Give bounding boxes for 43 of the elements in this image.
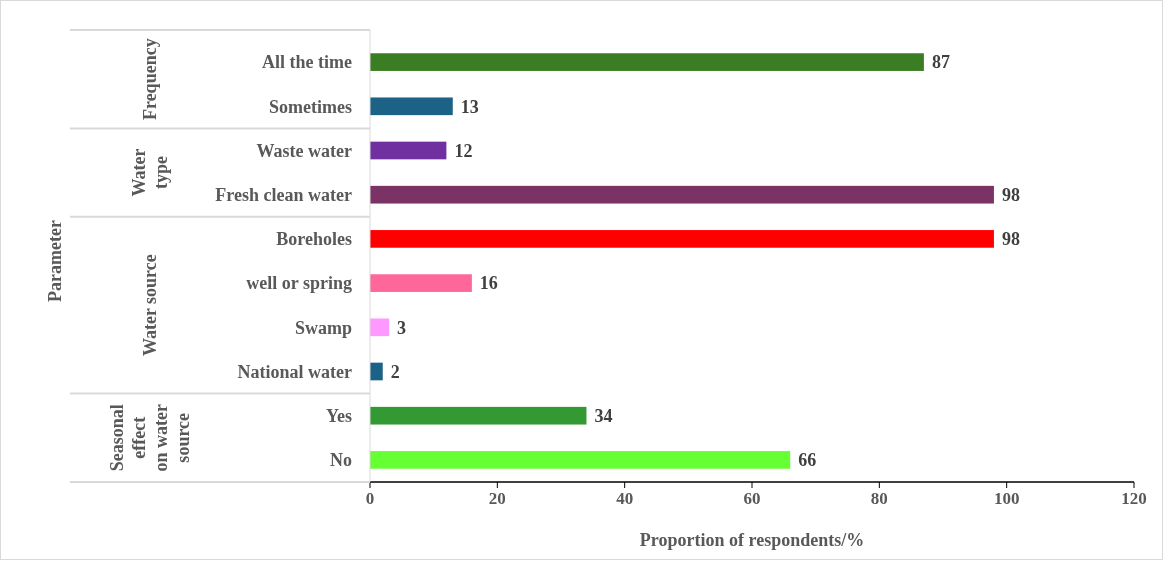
- bar: [370, 451, 791, 469]
- bar: [370, 406, 587, 425]
- y-tick-label: Yes: [326, 406, 352, 426]
- text: Water source: [140, 254, 161, 357]
- bar: [370, 230, 994, 248]
- text: Water type: [129, 148, 172, 197]
- x-tick-label: 0: [365, 489, 375, 508]
- bar: [370, 53, 924, 71]
- bar: [370, 362, 383, 381]
- data-label: 66: [798, 450, 817, 471]
- x-axis-title: Proportion of respondents/%: [639, 530, 865, 550]
- bar: [370, 141, 447, 160]
- data-label: 98: [1001, 229, 1020, 250]
- y-tick-label: well or spring: [246, 273, 352, 294]
- y-tick-label: Sometimes: [269, 96, 352, 117]
- data-label: 34: [594, 406, 613, 426]
- y-tick-label: Waste water: [256, 140, 353, 161]
- data-label: 98: [1001, 185, 1020, 205]
- x-tick-label: 80: [870, 489, 888, 508]
- x-tick-label: 20: [488, 489, 506, 508]
- y-tick-label: Boreholes: [276, 229, 352, 250]
- x-tick-label: 100: [993, 489, 1020, 508]
- data-label: 2: [390, 361, 400, 382]
- y-tick-label: Swamp: [294, 317, 352, 338]
- text: Frequency: [140, 38, 161, 121]
- y-tick-label: All the time: [262, 52, 352, 73]
- bar: [370, 274, 472, 292]
- data-label: 16: [479, 273, 498, 294]
- x-tick-label: 60: [743, 489, 761, 508]
- data-label: 3: [397, 317, 407, 338]
- bar: [370, 97, 453, 116]
- text: Parameter: [45, 220, 66, 302]
- data-label: 12: [454, 140, 473, 161]
- data-label: 87: [931, 52, 950, 73]
- y-tick-label: National water: [237, 361, 352, 382]
- data-label: 13: [460, 96, 479, 117]
- y-tick-label: No: [330, 450, 352, 471]
- bar: [370, 318, 390, 337]
- x-tick-label: 40: [616, 489, 634, 508]
- bar: [370, 185, 994, 204]
- text: Seasonal effect on water source: [107, 404, 194, 472]
- x-tick-label: 120: [1121, 489, 1147, 508]
- y-tick-label: Fresh clean water: [215, 185, 352, 205]
